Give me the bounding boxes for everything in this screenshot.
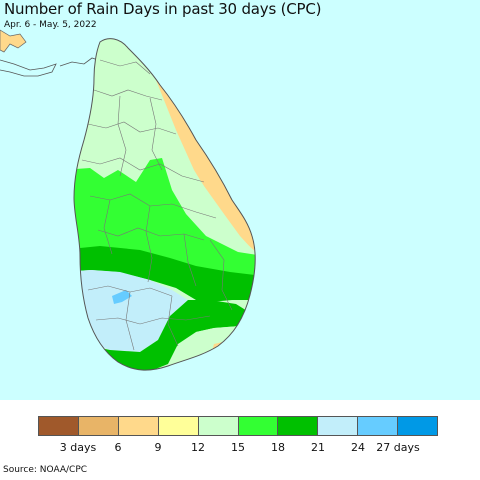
legend-swatch <box>198 417 239 435</box>
northern-islets <box>59 57 99 67</box>
map-title: Number of Rain Days in past 30 days (CPC… <box>4 0 322 18</box>
legend-swatch <box>118 417 159 435</box>
legend-tick-label: 18 <box>271 441 285 454</box>
map-area: Number of Rain Days in past 30 days (CPC… <box>0 0 480 400</box>
zone-21-days-south <box>90 300 252 371</box>
legend-tick-label: 12 <box>191 441 205 454</box>
sri-lanka-rain-days-map <box>0 29 256 371</box>
color-legend <box>38 416 438 436</box>
legend-swatch <box>238 417 279 435</box>
legend-swatch <box>318 417 359 435</box>
zone-27-days <box>112 290 132 304</box>
legend-tick-label: 3 days <box>59 441 97 454</box>
legend-tick-label: 21 <box>311 441 325 454</box>
india-coast <box>0 29 27 53</box>
legend-swatch <box>78 417 119 435</box>
legend-swatch <box>358 417 399 435</box>
rain-zones <box>74 38 256 371</box>
legend-swatch <box>158 417 199 435</box>
legend-tick-label: 9 <box>154 441 162 454</box>
mannar-coastline <box>0 59 57 77</box>
zone-21-days-band <box>74 246 256 302</box>
legend-swatch <box>398 417 438 435</box>
legend-swatch <box>39 417 79 435</box>
source-credit: Source: NOAA/CPC <box>3 465 88 475</box>
legend-tick-label: 15 <box>231 441 245 454</box>
zone-18-days <box>74 158 256 300</box>
legend-tick-label: 6 <box>114 441 122 454</box>
zone-15-days-east <box>110 40 256 258</box>
legend-tick-label: 27 days <box>376 441 420 454</box>
legend-labels: 3 days 6 9 12 15 18 21 24 27 days <box>0 441 480 455</box>
legend-tick-label: 24 <box>351 441 365 454</box>
map-subtitle: Apr. 6 - May. 5, 2022 <box>4 20 97 30</box>
zone-15-days-south <box>196 326 240 346</box>
legend-swatch <box>278 417 319 435</box>
